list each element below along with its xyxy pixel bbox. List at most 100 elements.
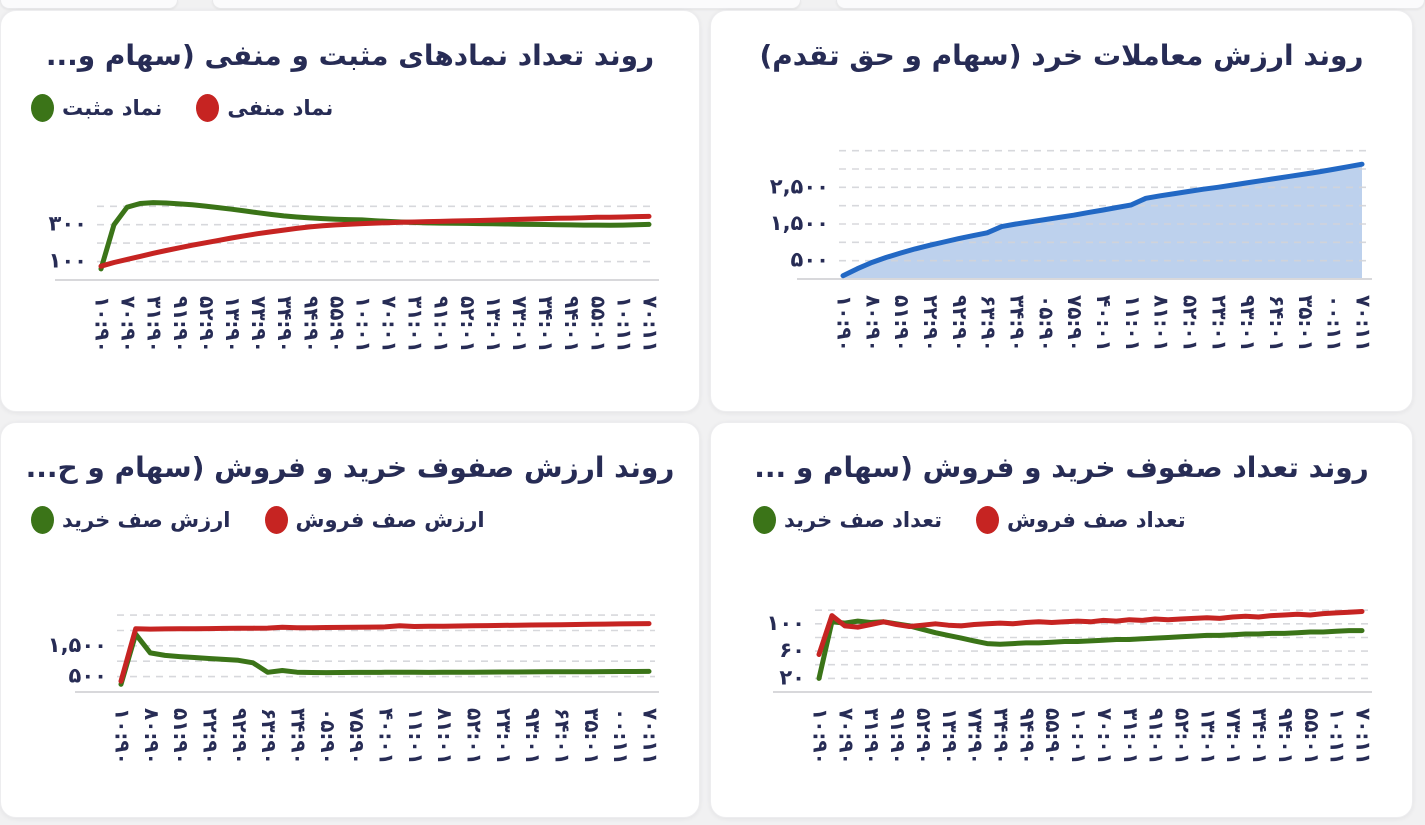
svg-text:۵۲:۹۰: ۵۲:۹۰ [195, 296, 219, 353]
svg-text:۱۰:۱۱: ۱۰:۱۱ [1326, 708, 1350, 765]
svg-text:۸۱:۰۱: ۸۱:۰۱ [1150, 295, 1174, 352]
svg-text:۶۴:۰۱: ۶۴:۰۱ [551, 708, 575, 765]
legend-dot-red-icon [975, 505, 999, 534]
svg-text:۷۳:۰۱: ۷۳:۰۱ [1222, 708, 1246, 765]
svg-text:۹۴:۰۱: ۹۴:۰۱ [1274, 708, 1298, 765]
svg-text:۹۴:۰۱: ۹۴:۰۱ [560, 296, 584, 353]
svg-text:۷۰:۱۱: ۷۰:۱۱ [1352, 708, 1376, 765]
svg-text:۵۲:۰۱: ۵۲:۰۱ [456, 296, 480, 353]
svg-text:۱۰۰: ۱۰۰ [767, 611, 805, 635]
svg-text:۷۳:۰۱: ۷۳:۰۱ [508, 296, 532, 353]
legend-item-buy-queue-count[interactable]: تعداد صف خرید [753, 505, 942, 534]
card-queue-count: روند تعداد صفوف خرید و فروش (سهام و ... … [710, 422, 1413, 818]
svg-text:۲۲:۹۰: ۲۲:۹۰ [919, 295, 943, 352]
legend-dot-red-icon [264, 505, 288, 534]
legend-dot-green-icon [31, 505, 54, 534]
svg-text:۷۰:۰۱: ۷۰:۰۱ [378, 296, 402, 353]
svg-text:۱,۵۰۰: ۱,۵۰۰ [770, 211, 829, 235]
svg-text:۳۵:۰۱: ۳۵:۰۱ [1294, 295, 1318, 352]
svg-text:۹۲:۹۰: ۹۲:۹۰ [228, 708, 252, 765]
svg-text:۳۴:۹۰: ۳۴:۹۰ [273, 296, 297, 353]
svg-text:۷۰:۱۱: ۷۰:۱۱ [639, 296, 663, 353]
chart-area: ۳۰۰ ۱۰۰ ۱۰:۹۰ ۷۰:۹۰ ۳۱:۹۰ ۹۱:۹۰ ۵۲:۹۰ ۱۳:۹۰ ۷۳:۹… [1, 125, 699, 375]
svg-text:۷۵:۹۰: ۷۵:۹۰ [345, 708, 369, 765]
svg-text:۸۰:۹۰: ۸۰:۹۰ [140, 708, 164, 765]
svg-text:۱۰:۹۰: ۱۰:۹۰ [809, 708, 833, 765]
svg-text:۹۴:۹۰: ۹۴:۹۰ [1015, 708, 1039, 765]
svg-text:۱۰:۹۰: ۱۰:۹۰ [833, 295, 857, 352]
svg-text:۲۲:۹۰: ۲۲:۹۰ [199, 708, 223, 765]
svg-text:۱۳:۹۰: ۱۳:۹۰ [938, 708, 962, 765]
svg-text:۳۱:۰۱: ۳۱:۰۱ [1119, 708, 1143, 765]
svg-text:۳۴:۹۰: ۳۴:۹۰ [990, 708, 1014, 765]
svg-text:۰۵:۹۰: ۰۵:۹۰ [316, 708, 340, 765]
svg-text:۴۰:۰۱: ۴۰:۰۱ [375, 708, 399, 765]
legend-dot-green-icon [753, 505, 776, 534]
svg-text:۵۵:۰۱: ۵۵:۰۱ [1300, 708, 1324, 765]
svg-text:۵۵:۹۰: ۵۵:۹۰ [1041, 708, 1065, 765]
legend-item-buy-queue-value[interactable]: ارزش صف خرید [31, 505, 231, 534]
card-positive-negative-symbols: روند تعداد نمادهای مثبت و منفی (سهام و..… [0, 10, 700, 412]
legend-label: ارزش صف خرید [62, 507, 231, 532]
svg-text:۹۴:۹۰: ۹۴:۹۰ [299, 296, 323, 353]
svg-text:۳۵:۰۱: ۳۵:۰۱ [580, 708, 604, 765]
card-queue-value: روند ارزش صفوف خرید و فروش (سهام و ح... … [0, 422, 700, 818]
chart-title: روند تعداد نمادهای مثبت و منفی (سهام و..… [45, 39, 655, 72]
svg-text:۱,۵۰۰: ۱,۵۰۰ [48, 633, 107, 657]
cutoff-card-above-right [836, 0, 1425, 9]
svg-text:۳۱:۹۰: ۳۱:۹۰ [143, 296, 167, 353]
legend-item-negative-symbols[interactable]: نماد منفی [196, 93, 333, 122]
svg-text:۲۳:۰۱: ۲۳:۰۱ [1207, 295, 1231, 352]
chart-area: ۲,۵۰۰ ۱,۵۰۰ ۵۰۰ ۱۰:۹۰ ۸۰:۹۰ ۵۱:۹۰ ۲۲:۹۰ ۹۲:۹۰ ۶۳… [711, 89, 1412, 374]
svg-text:۷۳:۹۰: ۷۳:۹۰ [964, 708, 988, 765]
svg-text:۲۰: ۲۰ [779, 665, 805, 689]
chart-legend: نماد مثبت نماد منفی [31, 93, 699, 123]
svg-text:۹۳:۰۱: ۹۳:۰۱ [1236, 295, 1260, 352]
svg-text:۷۰:۱۱: ۷۰:۱۱ [1352, 295, 1376, 352]
svg-text:۱۰:۰۱: ۱۰:۰۱ [352, 296, 376, 353]
svg-text:۱۳:۹۰: ۱۳:۹۰ [221, 296, 245, 353]
svg-text:۰۰:۱۱: ۰۰:۱۱ [1323, 295, 1347, 352]
svg-text:۰۵:۹۰: ۰۵:۹۰ [1034, 295, 1058, 352]
svg-text:۱۰:۹۰: ۱۰:۹۰ [91, 296, 115, 353]
svg-text:۱۰۰: ۱۰۰ [49, 248, 87, 272]
svg-text:۹۳:۰۱: ۹۳:۰۱ [521, 708, 545, 765]
legend-dot-green-icon [31, 93, 54, 122]
svg-text:۹۲:۹۰: ۹۲:۹۰ [948, 295, 972, 352]
svg-text:۵۲:۰۱: ۵۲:۰۱ [1171, 708, 1195, 765]
svg-text:۳۴:۰۱: ۳۴:۰۱ [1248, 708, 1272, 765]
svg-text:۵۰۰: ۵۰۰ [69, 663, 107, 687]
legend-item-sell-queue-count[interactable]: تعداد صف فروش [975, 505, 1186, 534]
svg-text:۹۱:۹۰: ۹۱:۹۰ [169, 296, 193, 353]
chart-legend: ارزش صف خرید ارزش صف فروش [31, 505, 699, 535]
svg-text:۷۳:۹۰: ۷۳:۹۰ [247, 296, 271, 353]
svg-text:۱۰:۱۱: ۱۰:۱۱ [612, 296, 636, 353]
svg-text:۳۱:۰۱: ۳۱:۰۱ [404, 296, 428, 353]
svg-text:۲,۵۰۰: ۲,۵۰۰ [770, 174, 829, 198]
svg-text:۹۱:۹۰: ۹۱:۹۰ [886, 708, 910, 765]
svg-text:۷۰:۹۰: ۷۰:۹۰ [117, 296, 141, 353]
svg-text:۰۰:۱۱: ۰۰:۱۱ [609, 708, 633, 765]
legend-label: نماد مثبت [62, 95, 163, 120]
svg-text:۶۳:۹۰: ۶۳:۹۰ [257, 708, 281, 765]
svg-text:۱۳:۰۱: ۱۳:۰۱ [482, 296, 506, 353]
chart-title: روند ارزش صفوف خرید و فروش (سهام و ح... [25, 451, 675, 484]
legend-item-sell-queue-value[interactable]: ارزش صف فروش [264, 505, 485, 534]
svg-text:۵۱:۹۰: ۵۱:۹۰ [169, 708, 193, 765]
svg-text:۳۴:۰۱: ۳۴:۰۱ [534, 296, 558, 353]
svg-text:۶۴:۰۱: ۶۴:۰۱ [1265, 295, 1289, 352]
svg-text:۴۰:۰۱: ۴۰:۰۱ [1092, 295, 1116, 352]
legend-item-positive-symbols[interactable]: نماد مثبت [31, 93, 163, 122]
svg-text:۵۲:۰۱: ۵۲:۰۱ [1179, 295, 1203, 352]
svg-text:۳۴:۹۰: ۳۴:۹۰ [1006, 295, 1030, 352]
svg-text:۵۵:۹۰: ۵۵:۹۰ [325, 296, 349, 353]
card-retail-trade-value: روند ارزش معاملات خرد (سهام و حق تقدم) ۲… [710, 10, 1413, 412]
svg-text:۷۰:۱۱: ۷۰:۱۱ [639, 708, 663, 765]
cutoff-card-above-left [0, 0, 178, 9]
svg-text:۳۴:۹۰: ۳۴:۹۰ [287, 708, 311, 765]
svg-text:۸۱:۰۱: ۸۱:۰۱ [433, 708, 457, 765]
